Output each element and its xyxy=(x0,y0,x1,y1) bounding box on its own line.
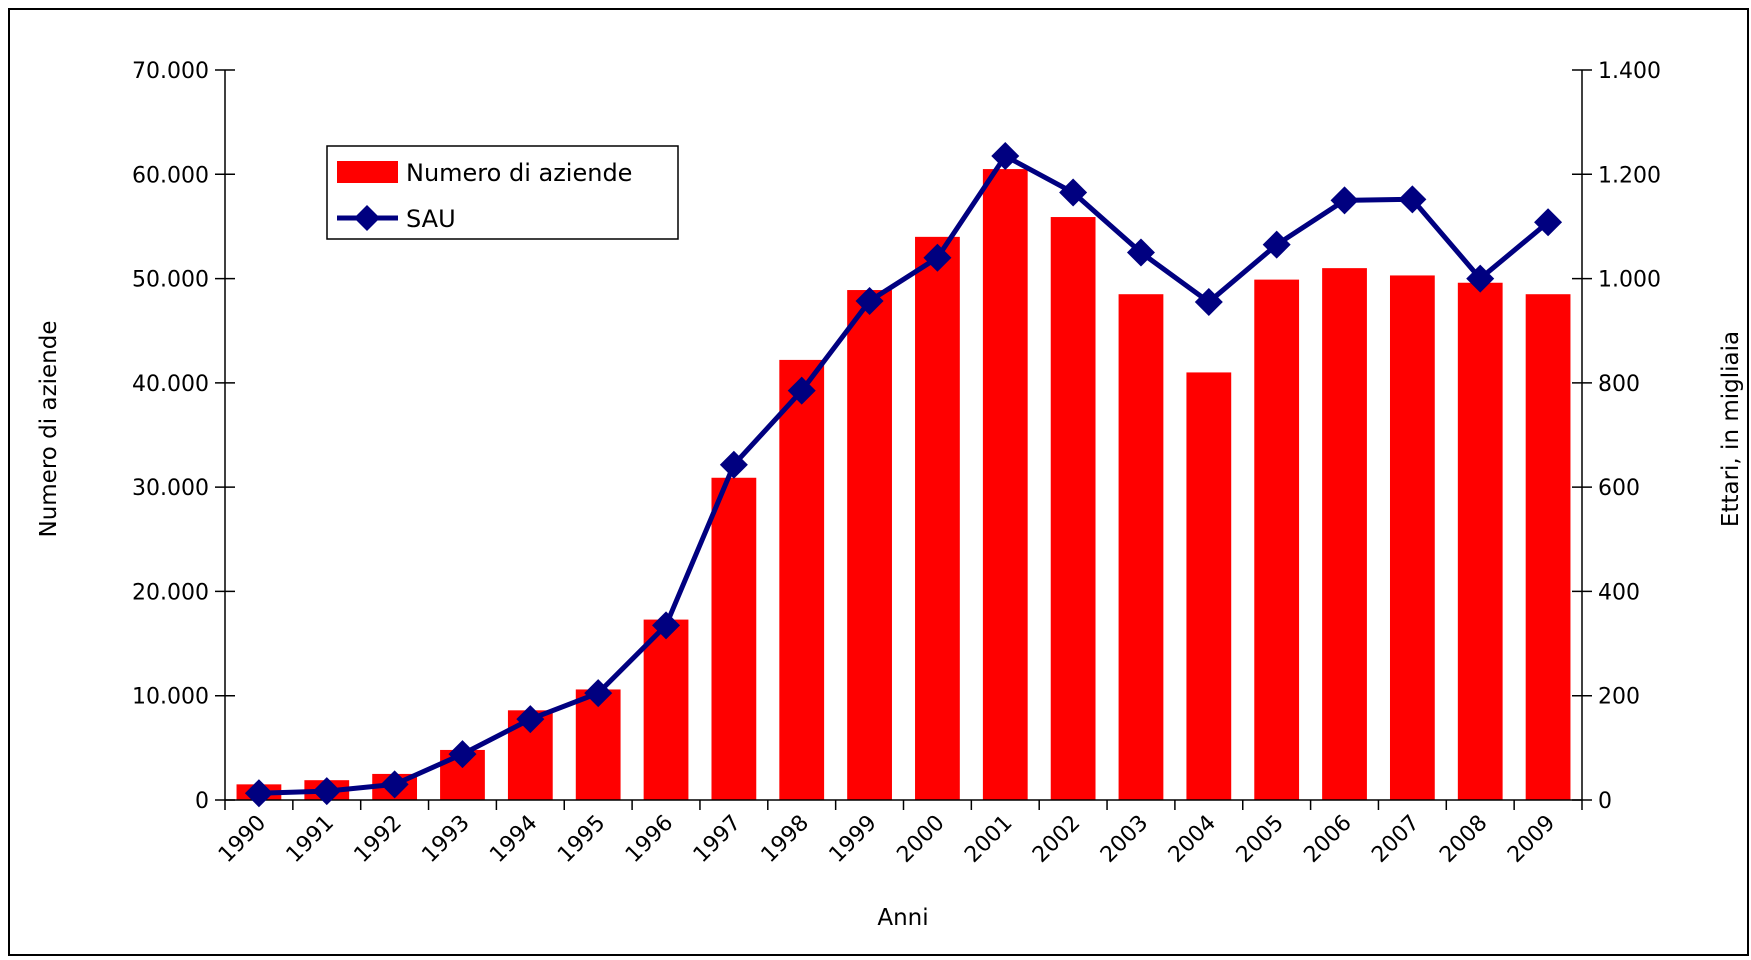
y2-tick-label-4: 800 xyxy=(1598,372,1640,397)
x-tick-label-1992: 1992 xyxy=(350,811,407,868)
legend-marker-diamond xyxy=(354,205,380,231)
sau-marker-2009 xyxy=(1534,208,1563,237)
sau-marker-1994 xyxy=(516,705,545,734)
sau-marker-1992 xyxy=(380,770,409,799)
bar-1998 xyxy=(779,359,825,800)
sau-marker-2002 xyxy=(1059,178,1088,207)
x-tick-label-2000: 2000 xyxy=(892,811,949,868)
sau-marker-2005 xyxy=(1262,230,1291,259)
y2-axis-title: Ettari, in migliaia xyxy=(1718,331,1744,527)
y-axis-title: Numero di aziende xyxy=(36,320,62,537)
bar-2004 xyxy=(1186,372,1232,800)
legend-label-bars: Numero di aziende xyxy=(406,159,632,187)
bar-2002 xyxy=(1050,217,1096,801)
sau-marker-2000 xyxy=(923,243,952,272)
bars-layer xyxy=(236,169,1571,801)
y-tick-label-3: 30.000 xyxy=(132,476,209,501)
x-tick-label-1995: 1995 xyxy=(553,811,610,868)
y2-tick-label-1: 200 xyxy=(1598,685,1640,710)
x-tick-label-2005: 2005 xyxy=(1232,811,1289,868)
x-tick-label-2007: 2007 xyxy=(1367,811,1424,868)
x-tick-label-1996: 1996 xyxy=(621,811,678,868)
bar-2001 xyxy=(982,169,1028,801)
sau-marker-1998 xyxy=(787,376,816,405)
x-tick-label-2003: 2003 xyxy=(1096,811,1153,868)
axes-layer xyxy=(215,69,1592,810)
y-tick-label-6: 60.000 xyxy=(132,163,209,188)
y-tick-label-5: 50.000 xyxy=(132,268,209,293)
bar-2006 xyxy=(1322,268,1367,801)
y-tick-label-4: 40.000 xyxy=(132,372,209,397)
sau-marker-1991 xyxy=(312,777,341,806)
bar-1999 xyxy=(847,290,892,800)
bar-2003 xyxy=(1118,294,1164,800)
x-tick-label-2002: 2002 xyxy=(1028,811,1085,868)
y2-tick-label-7: 1.400 xyxy=(1598,59,1661,84)
sau-marker-2001 xyxy=(991,142,1020,171)
sau-marker-1990 xyxy=(244,779,273,808)
y2-tick-label-0: 0 xyxy=(1598,789,1612,814)
x-tick-label-2008: 2008 xyxy=(1435,811,1492,868)
bar-2007 xyxy=(1389,275,1435,800)
sau-marker-2003 xyxy=(1126,238,1155,267)
sau-marker-1993 xyxy=(448,740,477,769)
x-tick-label-2006: 2006 xyxy=(1299,811,1356,868)
line-layer xyxy=(244,142,1563,808)
legend-label-line: SAU xyxy=(406,205,456,233)
x-tick-label-2009: 2009 xyxy=(1503,811,1560,868)
y2-tick-label-3: 600 xyxy=(1598,476,1640,501)
sau-line xyxy=(258,153,1550,796)
x-tick-label-1993: 1993 xyxy=(417,811,474,868)
sau-marker-2007 xyxy=(1398,185,1427,214)
y-tick-label-1: 10.000 xyxy=(132,685,209,710)
x-tick-label-1999: 1999 xyxy=(825,811,882,868)
x-axis-title: Anni xyxy=(877,905,928,931)
sau-marker-2004 xyxy=(1194,288,1223,317)
y-tick-label-0: 0 xyxy=(195,789,209,814)
sau-marker-1995 xyxy=(584,679,613,708)
sau-marker-2008 xyxy=(1466,264,1495,293)
sau-marker-1999 xyxy=(855,286,884,315)
bar-1996 xyxy=(643,619,689,800)
x-tick-label-1994: 1994 xyxy=(485,811,542,868)
bar-1997 xyxy=(711,477,757,800)
x-tick-label-1998: 1998 xyxy=(757,811,814,868)
legend: Numero di aziende SAU xyxy=(326,145,679,240)
sau-marker-1996 xyxy=(652,611,681,640)
bar-1995 xyxy=(575,689,621,800)
sau-marker-2006 xyxy=(1330,186,1359,215)
y2-tick-label-2: 400 xyxy=(1598,580,1640,605)
bar-2005 xyxy=(1254,279,1300,801)
x-tick-label-1991: 1991 xyxy=(282,811,339,868)
y2-tick-label-5: 1.000 xyxy=(1598,268,1661,293)
bar-2009 xyxy=(1525,294,1571,800)
sau-marker-1997 xyxy=(719,450,748,479)
bar-2008 xyxy=(1457,282,1503,800)
y-tick-label-2: 20.000 xyxy=(132,580,209,605)
x-tick-label-1997: 1997 xyxy=(689,811,746,868)
y2-tick-label-6: 1.200 xyxy=(1598,163,1661,188)
x-tick-label-1990: 1990 xyxy=(214,811,271,868)
bar-2000 xyxy=(915,236,960,800)
x-tick-label-2004: 2004 xyxy=(1164,811,1221,868)
legend-swatch-bars xyxy=(337,161,398,183)
y-tick-label-7: 70.000 xyxy=(132,59,209,84)
x-tick-label-2001: 2001 xyxy=(960,811,1017,868)
